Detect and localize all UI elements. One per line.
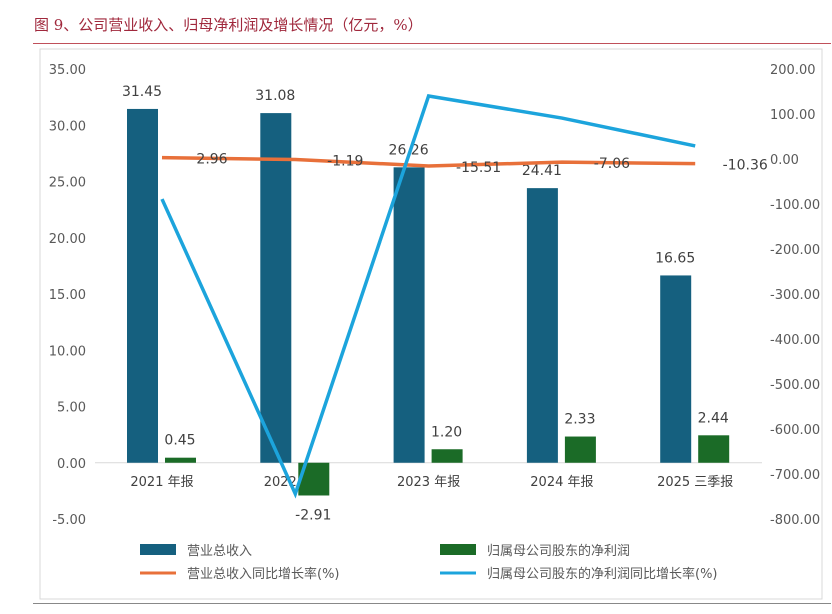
legend-label: 归属母公司股东的净利润同比增长率(%) bbox=[487, 566, 718, 582]
revenue-label: 31.45 bbox=[122, 84, 162, 100]
net-profit-bar bbox=[431, 449, 463, 463]
legend-label: 归属母公司股东的净利润 bbox=[487, 543, 630, 559]
net-profit-bar bbox=[564, 436, 596, 463]
left-axis-tick: 35.00 bbox=[49, 63, 86, 78]
left-axis-tick: 25.00 bbox=[49, 176, 86, 191]
right-axis-tick: -800.00 bbox=[770, 513, 820, 528]
left-axis-tick: 30.00 bbox=[49, 119, 86, 134]
revenue-growth-label: -10.36 bbox=[723, 158, 768, 174]
revenue-bar bbox=[260, 113, 292, 463]
title-divider bbox=[33, 43, 831, 44]
revenue-bar bbox=[660, 275, 692, 463]
revenue-growth-label: -1.19 bbox=[327, 154, 363, 170]
net-profit-label: 2.33 bbox=[564, 412, 595, 428]
revenue-bar bbox=[127, 108, 158, 463]
revenue-bar bbox=[526, 188, 558, 463]
revenue-growth-line bbox=[161, 155, 696, 168]
right-axis-tick: -200.00 bbox=[770, 243, 820, 258]
revenue-label: 31.08 bbox=[255, 88, 295, 104]
right-axis-tick: 200.00 bbox=[770, 63, 816, 78]
category-label: 2025 三季报 bbox=[657, 475, 733, 490]
right-axis-tick: -300.00 bbox=[770, 288, 820, 303]
net-profit-label: -2.91 bbox=[295, 507, 331, 523]
revenue-label: 24.41 bbox=[522, 163, 562, 179]
revenue-growth-label: 2.96 bbox=[196, 152, 227, 168]
left-axis-tick: 20.00 bbox=[49, 232, 86, 247]
right-axis-tick: -400.00 bbox=[770, 333, 820, 348]
category-label: 2024 年报 bbox=[530, 475, 593, 490]
category-label: 2021 年报 bbox=[130, 475, 193, 490]
left-axis-tick: 10.00 bbox=[49, 344, 86, 359]
right-axis-tick: -600.00 bbox=[770, 423, 820, 438]
legend-swatch bbox=[140, 544, 176, 555]
left-axis-tick: -5.00 bbox=[52, 513, 86, 528]
revenue-label: 16.65 bbox=[655, 250, 695, 266]
bottom-divider bbox=[33, 603, 831, 604]
plot-frame bbox=[39, 48, 823, 600]
left-axis-tick: 0.00 bbox=[57, 457, 86, 472]
revenue-bar bbox=[393, 167, 425, 463]
revenue-growth-label: -15.51 bbox=[456, 160, 501, 176]
right-axis-tick: 100.00 bbox=[770, 108, 816, 123]
chart-title: 图 9、公司营业收入、归母净利润及增长情况（亿元，%） bbox=[34, 16, 423, 34]
net-profit-growth-line bbox=[160, 94, 696, 499]
net-profit-bar bbox=[698, 435, 730, 463]
right-axis-tick: -700.00 bbox=[770, 468, 820, 483]
legend-label: 营业总收入同比增长率(%) bbox=[187, 566, 340, 582]
net-profit-label: 2.44 bbox=[698, 410, 729, 426]
net-profit-label: 1.20 bbox=[431, 424, 462, 440]
net-profit-bar bbox=[165, 457, 196, 463]
right-axis-tick: -100.00 bbox=[770, 198, 820, 213]
legend-label: 营业总收入 bbox=[187, 544, 252, 559]
left-axis-tick: 15.00 bbox=[49, 288, 86, 303]
category-label: 2023 年报 bbox=[397, 475, 460, 490]
right-axis-tick: -500.00 bbox=[770, 378, 820, 393]
net-profit-label: 0.45 bbox=[164, 433, 195, 449]
left-axis-tick: 5.00 bbox=[57, 401, 86, 416]
legend-swatch bbox=[440, 544, 476, 555]
right-axis-tick: 0.00 bbox=[770, 153, 799, 168]
revenue-growth-label: -7.06 bbox=[594, 156, 630, 172]
